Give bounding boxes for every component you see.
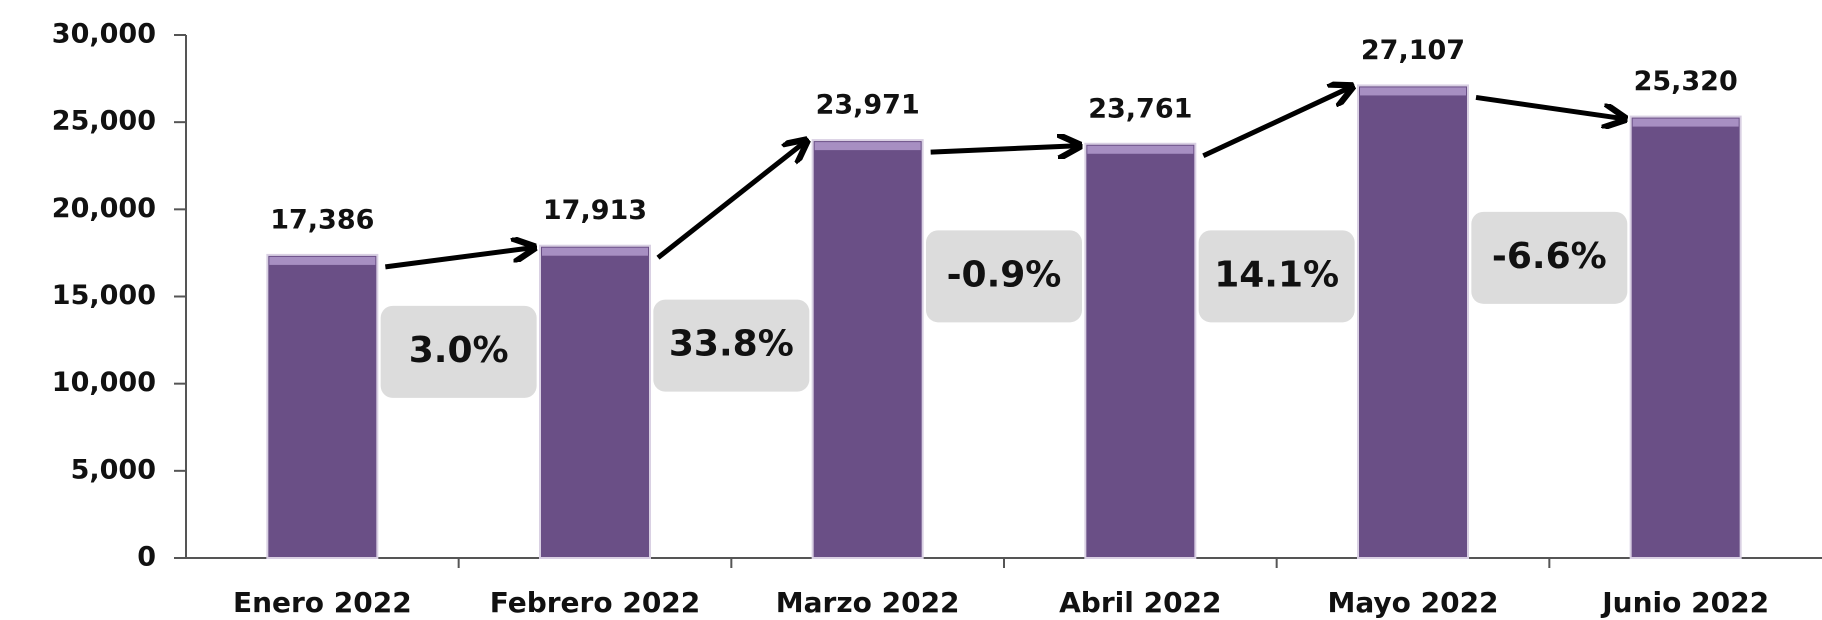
change-label: 3.0%: [409, 330, 509, 371]
arrow: [656, 142, 805, 260]
y-tick-label: 25,000: [52, 106, 156, 137]
bar-cap: [814, 142, 921, 151]
bar-cap: [542, 247, 648, 256]
x-tick-label: Mayo 2022: [1327, 586, 1498, 619]
bar-cap: [1087, 145, 1194, 154]
change-badge: [380, 305, 537, 398]
bar: [266, 253, 379, 560]
bar: [811, 139, 924, 559]
bar-cap: [1632, 118, 1739, 127]
value-label: 23,971: [816, 90, 920, 121]
bar-cap: [269, 256, 376, 265]
value-label: 17,386: [270, 204, 374, 235]
value-label: 25,320: [1634, 66, 1738, 97]
x-tick-label: Enero 2022: [233, 586, 412, 619]
arrow: [1475, 94, 1623, 118]
y-tick-label: 30,000: [52, 19, 156, 50]
bar: [1084, 142, 1197, 559]
y-tick-label: 20,000: [52, 193, 156, 224]
change-label: -0.9%: [947, 254, 1062, 295]
y-tick-label: 0: [137, 542, 156, 573]
x-tick-label: Marzo 2022: [776, 586, 960, 619]
x-tick-label: Abril 2022: [1059, 586, 1221, 619]
x-tick-label: Febrero 2022: [490, 586, 701, 619]
arrow: [1202, 87, 1350, 159]
arrow: [385, 248, 532, 270]
change-label: 14.1%: [1214, 254, 1339, 295]
change-badge: [1471, 211, 1628, 304]
change-label: 33.8%: [669, 324, 794, 365]
bar: [1357, 84, 1469, 559]
y-tick-label: 10,000: [52, 367, 156, 398]
change-badge: [926, 230, 1082, 323]
change-badge: [653, 299, 810, 392]
x-tick-label: Junio 2022: [1600, 586, 1769, 619]
y-tick-label: 5,000: [71, 454, 156, 485]
value-label: 23,761: [1088, 93, 1192, 124]
bar-cap: [1360, 87, 1466, 96]
change-badge: [1198, 230, 1355, 323]
value-label: 27,107: [1361, 35, 1465, 66]
bar: [539, 244, 651, 559]
y-tick-label: 15,000: [52, 280, 156, 311]
arrow: [930, 146, 1078, 152]
value-label: 17,913: [543, 195, 647, 226]
bar: [1629, 115, 1742, 559]
change-label: -6.6%: [1492, 236, 1607, 277]
